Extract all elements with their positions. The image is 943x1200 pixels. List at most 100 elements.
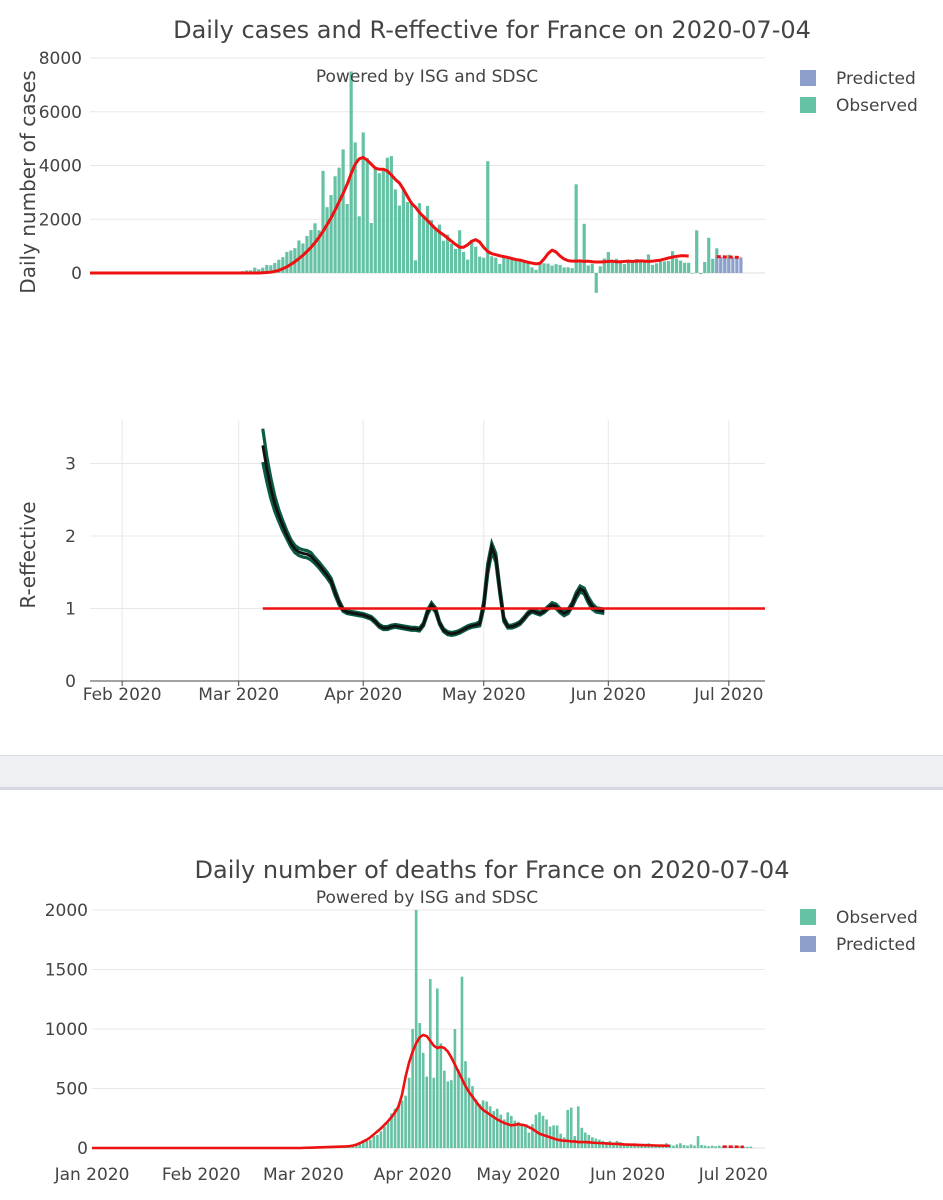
deaths-y-tick-label: 500: [56, 1080, 88, 1100]
cases-observed-bar: [558, 264, 562, 273]
reff-axes: 0 1 2 3 Feb 2020 Mar 2020 Apr 2020 May 2020 Jun …: [65, 455, 765, 705]
reff-lines[interactable]: [261, 428, 765, 637]
cases-observed-bar: [369, 223, 373, 273]
cases-predicted-bar: [735, 257, 739, 273]
deaths-observed-bar: [707, 1146, 710, 1148]
cases-trend-path: [90, 155, 689, 275]
deaths-trend-line[interactable]: [92, 1033, 744, 1150]
deaths-observed-bar: [569, 1107, 573, 1148]
cases-observed-bar: [433, 228, 438, 273]
cases-observed-bar: [570, 268, 574, 273]
deaths-observed-bar: [453, 1029, 457, 1148]
cases-observed-bar: [534, 269, 538, 273]
deaths-observed-bar: [443, 1070, 446, 1148]
legend-label-observed[interactable]: Observed: [836, 96, 918, 116]
deaths-observed-bar: [700, 1145, 703, 1148]
deaths-observed-bar: [457, 1069, 460, 1148]
reff-x-tick-label: Jul 2020: [693, 685, 763, 705]
deaths-legend[interactable]: Observed Predicted: [800, 908, 918, 955]
deaths-observed-bar: [393, 1108, 397, 1148]
cases-observed-bar: [590, 263, 594, 273]
cases-observed-bar: [454, 248, 458, 273]
cases-y-axis: 0 2000 4000 6000 8000: [39, 49, 82, 284]
deaths-observed-bar: [439, 1043, 443, 1148]
cases-observed-bar: [337, 167, 341, 273]
cases-observed-bar: [658, 261, 663, 273]
deaths-legend-label-observed[interactable]: Observed: [836, 908, 918, 928]
deaths-observed-bar: [566, 1109, 569, 1148]
cases-observed-bar: [679, 260, 683, 273]
cases-observed-bar: [574, 184, 578, 273]
cases-observed-bar: [626, 261, 630, 273]
cases-observed-bar: [650, 264, 655, 273]
cases-observed-bar: [634, 259, 639, 273]
deaths-observed-bar: [404, 1095, 407, 1148]
cases-observed-bar: [345, 203, 349, 273]
deaths-legend-label-predicted[interactable]: Predicted: [836, 935, 916, 955]
deaths-observed-bar: [580, 1127, 584, 1148]
cases-observed-bar: [309, 230, 313, 273]
cases-observed-bar: [514, 259, 518, 273]
deaths-observed-bar: [428, 979, 432, 1148]
cases-observed-bar: [510, 259, 514, 273]
cases-observed-bar: [470, 239, 474, 273]
deaths-figure: 0 500 1000 1500 2000 Jan 2020 Feb 2020 Mar 2020…: [0, 790, 943, 1200]
cases-observed-bar: [381, 170, 385, 274]
cases-observed-bar: [341, 149, 345, 274]
deaths-observed-bar: [471, 1086, 474, 1148]
reff-upper-line: [261, 428, 605, 635]
deaths-observed-bar: [495, 1108, 499, 1148]
deaths-observed-bar: [517, 1121, 520, 1148]
legend[interactable]: Predicted Observed: [800, 69, 918, 116]
cases-observed-bar: [494, 257, 498, 273]
deaths-observed-bar: [407, 1077, 411, 1148]
deaths-predicted-bar: [731, 1146, 735, 1148]
cases-observed-bar: [578, 261, 582, 273]
cases-observed-bar: [425, 205, 430, 273]
deaths-observed-bar: [520, 1124, 524, 1148]
cases-observed-bar: [546, 263, 550, 273]
deaths-observed-bar: [397, 1105, 400, 1148]
deaths-observed-bar: [376, 1134, 379, 1148]
cases-observed-bar: [458, 230, 462, 273]
cases-observed-bar: [498, 263, 502, 273]
cases-observed-bar: [361, 132, 365, 273]
cases-observed-bar: [353, 142, 357, 273]
deaths-legend-swatch-observed[interactable]: [800, 909, 816, 925]
cases-observed-bar: [450, 243, 454, 273]
deaths-observed-bar: [696, 1136, 700, 1148]
reff-y-axis-label: R-effective: [16, 501, 40, 608]
cases-observed-bar: [313, 223, 317, 273]
cases-observed-bar: [445, 234, 450, 273]
cases-observed-bar: [594, 273, 598, 293]
cases-observed-bar: [522, 261, 526, 273]
legend-swatch-observed[interactable]: [800, 97, 816, 113]
cases-y-tick-label: 0: [71, 264, 82, 284]
deaths-observed-bar: [746, 1146, 749, 1148]
cases-observed-bar: [466, 259, 470, 273]
cases-observed-bar: [389, 156, 393, 273]
cases-predicted-bar: [723, 257, 727, 273]
legend-label-predicted[interactable]: Predicted: [836, 69, 916, 89]
cases-observed-bar: [417, 203, 422, 274]
cases-predicted-bar: [731, 257, 735, 273]
chart-title: Daily cases and R-effective for France o…: [173, 16, 811, 44]
cases-observed-bar: [301, 243, 305, 273]
deaths-legend-swatch-predicted[interactable]: [800, 936, 816, 952]
deaths-observed-bar: [474, 1099, 478, 1148]
reff-x-tick-label: May 2020: [442, 685, 526, 705]
legend-swatch-predicted[interactable]: [800, 70, 816, 86]
deaths-x-tick-label: Apr 2020: [374, 1165, 452, 1185]
cases-observed-bar: [413, 260, 418, 273]
reff-x-tick-label: Feb 2020: [83, 685, 162, 705]
deaths-observed-bar: [679, 1143, 682, 1148]
cases-observed-bar: [429, 220, 434, 273]
cases-reff-figure: 0 2000 4000 6000 8000 0 1 2 3 Feb 2020 Mar 2020 Ap…: [16, 16, 918, 705]
deaths-observed-bar: [531, 1124, 534, 1148]
deaths-observed-bar: [499, 1114, 503, 1148]
cases-observed-bar: [357, 216, 361, 273]
cases-trend-line[interactable]: [90, 155, 741, 275]
deaths-observed-bar: [492, 1111, 495, 1148]
deaths-x-tick-label: Jun 2020: [589, 1165, 665, 1185]
cases-y-tick-label: 4000: [39, 157, 82, 177]
